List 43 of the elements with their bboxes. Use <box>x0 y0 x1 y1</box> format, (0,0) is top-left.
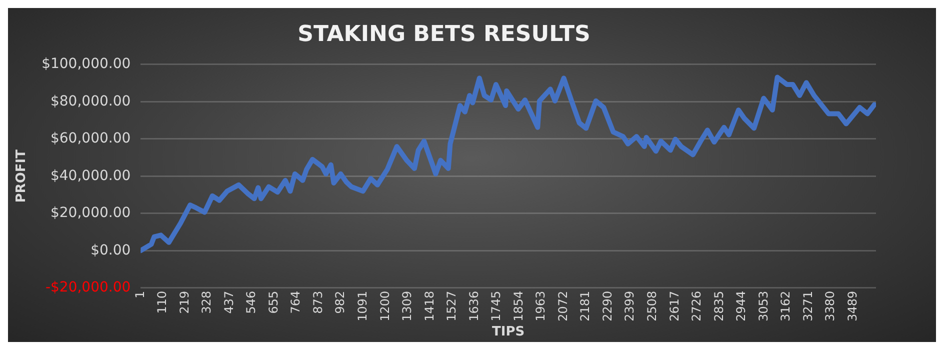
x-tick-label: 764 <box>288 290 303 314</box>
x-tick-label: 110 <box>155 290 170 314</box>
x-tick-label: 1527 <box>444 290 459 322</box>
y-tick-label: $100,000.00 <box>42 56 131 72</box>
x-tick-label: 437 <box>222 290 236 314</box>
x-tick-label: 3380 <box>823 290 838 322</box>
y-tick-label: $60,000.00 <box>50 130 131 147</box>
x-tick-label: 1636 <box>466 290 481 322</box>
x-tick-label: 219 <box>177 290 192 314</box>
x-tick-label: 3053 <box>756 290 770 322</box>
x-tick-label: 2072 <box>556 290 570 322</box>
x-tick-label: 3162 <box>778 290 793 322</box>
x-tick-label: 2290 <box>600 290 614 322</box>
y-tick-label: $80,000.00 <box>50 93 131 110</box>
y-tick-label: $40,000.00 <box>50 168 131 184</box>
x-tick-label: 2726 <box>690 290 704 322</box>
x-tick-label: 1 <box>132 290 147 298</box>
x-axis-title: TIPS <box>492 324 525 340</box>
x-tick-label: 2508 <box>645 290 660 322</box>
x-tick-label: 1963 <box>534 290 548 322</box>
y-tick-label: $20,000.00 <box>50 205 131 222</box>
x-tick-label: 1745 <box>489 290 504 322</box>
x-tick-label: 1200 <box>378 290 392 322</box>
y-tick-label: $0.00 <box>90 242 131 258</box>
x-tick-label: 2399 <box>622 290 637 322</box>
x-tick-label: 3489 <box>845 290 860 322</box>
x-tick-label: 328 <box>200 290 214 314</box>
x-tick-label: 1854 <box>511 290 526 322</box>
chart-title: STAKING BETS RESULTS <box>298 22 590 47</box>
y-axis-title: PROFIT <box>14 149 30 203</box>
x-tick-label: 1418 <box>422 290 436 322</box>
x-tick-label: 873 <box>310 290 325 314</box>
y-tick-label: -$20,000.00 <box>45 280 131 296</box>
x-tick-label: 2181 <box>578 290 592 322</box>
x-tick-label: 2835 <box>712 290 726 322</box>
x-tick-label: 2617 <box>667 290 682 322</box>
x-tick-label: 655 <box>266 290 280 314</box>
x-tick-label: 2944 <box>734 290 748 322</box>
x-tick-label: 3271 <box>800 290 815 322</box>
x-tick-label: 1309 <box>400 290 414 322</box>
x-tick-label: 982 <box>333 290 348 314</box>
x-tick-label: 1091 <box>355 290 370 322</box>
x-tick-label: 546 <box>244 290 258 314</box>
